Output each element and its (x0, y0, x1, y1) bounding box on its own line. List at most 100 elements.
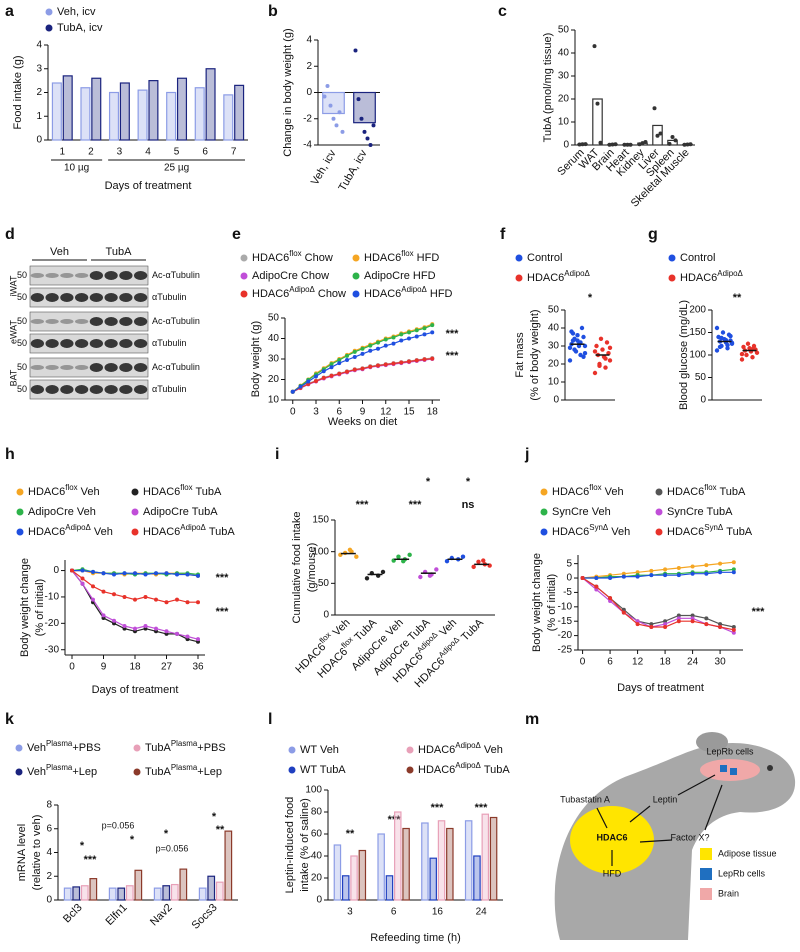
legend-swatch (352, 290, 360, 298)
blot-band (60, 339, 74, 348)
data-point (635, 574, 640, 579)
y-tick-label: 50 (268, 313, 280, 324)
bar (62, 75, 73, 141)
tissue-label: BAT (8, 369, 18, 386)
y-tick-label: 4 (306, 35, 312, 46)
legend-label: HDAC6SynΔ TubA (667, 523, 753, 538)
data-point (306, 379, 311, 384)
blot-band (60, 365, 74, 370)
x-tick-label: Elfn1 (103, 902, 129, 928)
bar (377, 833, 385, 901)
blot-band (119, 271, 133, 280)
annotation: *** (446, 350, 460, 362)
bar (137, 89, 148, 141)
lepr-cell (720, 765, 727, 772)
x-tick-label: 27 (161, 662, 173, 673)
data-point (663, 622, 668, 627)
data-point (676, 613, 681, 618)
data-point (352, 354, 357, 359)
blot-band (74, 319, 89, 324)
bar (667, 139, 678, 146)
data-point (356, 97, 361, 102)
panel-letter: e (232, 226, 241, 243)
blot-band (45, 273, 59, 278)
data-point (383, 362, 388, 367)
data-point (728, 333, 733, 339)
data-point (652, 106, 657, 111)
data-point (676, 565, 681, 570)
bar (429, 857, 437, 901)
bar (358, 849, 367, 901)
blot-band (133, 293, 148, 302)
blot-band (45, 319, 59, 324)
annotation: p=0.056 (156, 843, 189, 853)
data-point (337, 358, 342, 363)
size-marker: 50 (17, 362, 27, 372)
data-point (663, 573, 668, 578)
legend-label: Control (527, 252, 562, 264)
diagram-label: HFD (603, 868, 622, 878)
y-axis-label: Change in body weight (g) (282, 28, 294, 156)
mouse-body (554, 743, 796, 940)
x-tick-label: 24 (687, 657, 699, 668)
data-point (175, 631, 179, 636)
data-point (685, 142, 690, 147)
data-point (607, 345, 613, 350)
data-point (676, 573, 681, 578)
size-marker: 50 (17, 270, 27, 280)
group-label: 25 µg (164, 163, 189, 174)
data-point (329, 362, 334, 367)
legend-label: Brain (718, 888, 739, 898)
annotation: *** (216, 572, 230, 584)
y-axis-label: (% of initial) (546, 574, 558, 631)
x-tick-label: 15 (403, 407, 415, 418)
data-point (622, 142, 627, 147)
legend-swatch (540, 528, 548, 536)
x-axis-label: Refeeding time (h) (370, 932, 461, 944)
annotation: *** (431, 802, 445, 814)
data-point (610, 142, 615, 147)
data-point (717, 344, 723, 350)
x-tick-label: 1 (60, 147, 66, 158)
data-point (112, 592, 116, 597)
blot-band (45, 293, 59, 302)
x-tick-label: 12 (632, 657, 644, 668)
annotation: *** (752, 606, 766, 618)
data-point (185, 600, 190, 605)
blot-strip (29, 333, 149, 354)
bar (166, 91, 177, 141)
y-tick-label: 30 (558, 71, 570, 82)
annotation: *** (84, 854, 98, 866)
x-axis-label: Weeks on diet (328, 416, 398, 428)
data-point (725, 342, 730, 348)
data-point (444, 558, 450, 564)
band-label: Ac-αTubulin (152, 316, 200, 326)
data-point (718, 622, 723, 627)
band-label: Ac-αTubulin (152, 362, 200, 372)
bar (322, 91, 345, 115)
data-point (418, 574, 423, 580)
blot-band (89, 339, 104, 348)
data-point (670, 134, 675, 139)
data-point (690, 616, 695, 621)
x-tick-label: 6 (607, 657, 613, 668)
blot-strip (29, 311, 149, 332)
data-point (635, 570, 640, 575)
annotation: ns (462, 499, 475, 511)
blot-band (119, 385, 133, 394)
size-marker: 50 (17, 338, 27, 348)
data-point (337, 361, 342, 366)
data-point (592, 349, 598, 354)
data-point (649, 573, 654, 578)
y-tick-label: 0 (323, 610, 329, 621)
y-tick-label: 80 (311, 807, 323, 818)
data-point (720, 330, 726, 335)
annotation: * (588, 292, 593, 304)
data-point (314, 379, 318, 384)
bar (134, 869, 143, 901)
data-point (583, 142, 588, 147)
data-point (690, 564, 695, 569)
mouse-ear (696, 732, 728, 752)
x-tick-label: 16 (432, 907, 444, 918)
